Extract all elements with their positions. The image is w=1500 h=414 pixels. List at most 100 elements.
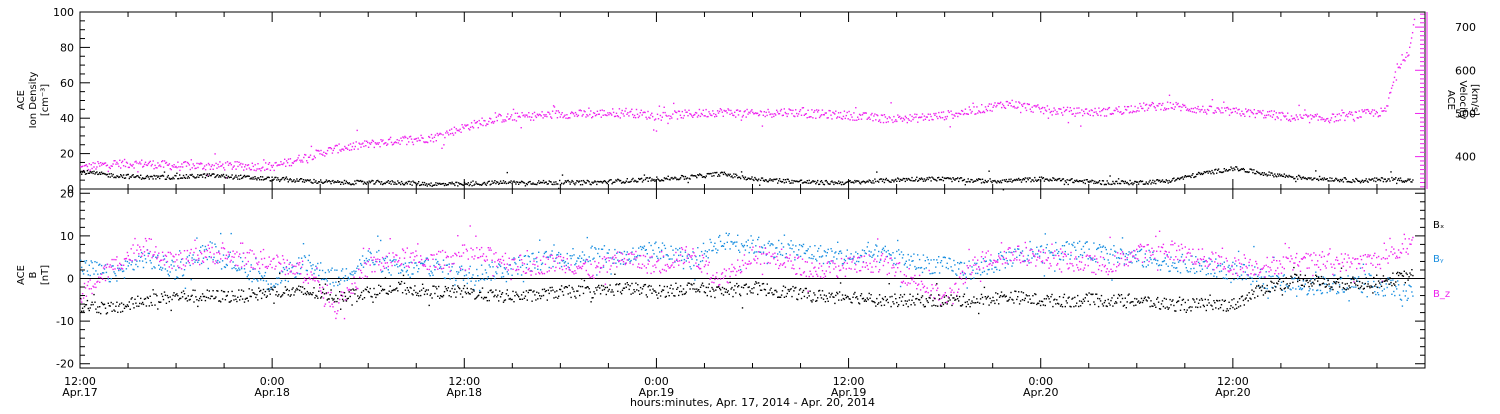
density-point <box>817 180 818 181</box>
density-point <box>1192 173 1193 174</box>
by-point <box>810 258 811 259</box>
density-point <box>1387 180 1388 181</box>
density-point <box>426 183 427 184</box>
density-point <box>1005 181 1006 182</box>
velocity-point <box>636 109 637 110</box>
by-point <box>659 251 660 252</box>
bz-point <box>341 291 342 292</box>
velocity-point <box>890 102 891 103</box>
density-point <box>890 182 891 183</box>
velocity-series <box>80 19 1415 179</box>
velocity-point <box>1315 114 1316 115</box>
bz-point <box>178 254 179 255</box>
bz-point <box>133 253 134 254</box>
bz-point <box>316 267 317 268</box>
velocity-point <box>927 116 928 117</box>
by-point <box>982 272 983 273</box>
density-point <box>275 177 276 178</box>
velocity-point <box>1298 119 1299 120</box>
bz-point <box>247 252 248 253</box>
velocity-point <box>921 116 922 117</box>
velocity-point <box>1223 102 1224 103</box>
velocity-point <box>1005 108 1006 109</box>
bz-point <box>149 238 150 239</box>
by-point <box>1106 249 1107 250</box>
density-point <box>1336 178 1337 179</box>
bz-point <box>153 254 154 255</box>
density-point <box>679 178 680 179</box>
density-point <box>1412 179 1413 180</box>
velocity-point <box>765 116 766 117</box>
density-point <box>680 177 681 178</box>
velocity-point <box>1190 111 1191 112</box>
velocity-point <box>1257 113 1258 114</box>
velocity-point <box>971 112 972 113</box>
velocity-point <box>1333 114 1334 115</box>
by-point <box>579 255 580 256</box>
density-point <box>99 172 100 173</box>
velocity-point <box>916 114 917 115</box>
density-point <box>589 181 590 182</box>
bz-point <box>394 261 395 262</box>
velocity-point <box>1259 110 1260 111</box>
by-point <box>1028 255 1029 256</box>
bz-point <box>527 250 528 251</box>
bz-point <box>254 268 255 269</box>
velocity-point <box>834 113 835 114</box>
density-point <box>277 177 278 178</box>
velocity-point <box>846 115 847 116</box>
by-point <box>80 260 81 261</box>
velocity-point <box>1394 77 1395 78</box>
velocity-point <box>1026 110 1027 111</box>
velocity-point <box>169 163 170 164</box>
by-point <box>1200 271 1201 272</box>
by-point <box>165 268 166 269</box>
density-point <box>1361 181 1362 182</box>
velocity-point <box>650 114 651 115</box>
density-point <box>1213 173 1214 174</box>
bz-point <box>414 256 415 257</box>
density-point <box>511 183 512 184</box>
by-point <box>662 242 663 243</box>
velocity-point <box>1287 113 1288 114</box>
density-point <box>731 175 732 176</box>
velocity-point <box>216 168 217 169</box>
velocity-point <box>1214 112 1215 113</box>
density-point <box>832 182 833 183</box>
bz-point <box>171 268 172 269</box>
by-point <box>161 269 162 270</box>
by-point <box>1225 278 1226 279</box>
by-point <box>1107 253 1108 254</box>
by-point <box>890 254 891 255</box>
velocity-point <box>238 162 239 163</box>
density-point <box>1123 181 1124 182</box>
density-point <box>140 175 141 176</box>
density-point <box>1314 178 1315 179</box>
density-point <box>255 178 256 179</box>
density-point <box>125 177 126 178</box>
velocity-point <box>1276 112 1277 113</box>
velocity-point <box>114 160 115 161</box>
velocity-point <box>925 119 926 120</box>
by-point <box>602 249 603 250</box>
velocity-point <box>796 113 797 114</box>
density-point <box>129 178 130 179</box>
density-point <box>926 179 927 180</box>
velocity-point <box>302 161 303 162</box>
velocity-point <box>633 117 634 118</box>
velocity-point <box>708 111 709 112</box>
density-point <box>164 171 165 172</box>
by-point <box>241 268 242 269</box>
bz-point <box>100 277 101 278</box>
density-point <box>411 185 412 186</box>
density-point <box>786 182 787 183</box>
velocity-point <box>430 140 431 141</box>
bz-point <box>396 255 397 256</box>
density-point <box>583 180 584 181</box>
bz-point <box>163 259 164 260</box>
bz-point <box>578 265 579 266</box>
velocity-point <box>234 161 235 162</box>
by-point <box>756 251 757 252</box>
by-point <box>514 262 515 263</box>
velocity-point <box>662 117 663 118</box>
